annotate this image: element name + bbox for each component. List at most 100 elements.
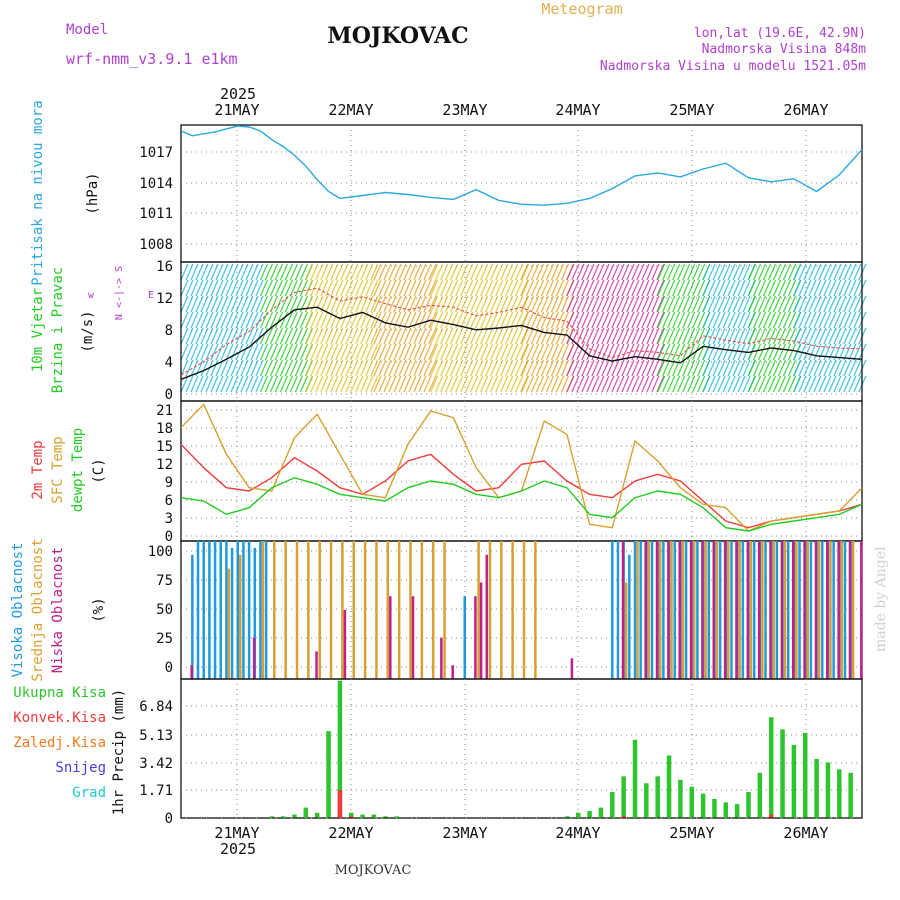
wind-barb xyxy=(393,263,402,281)
wind-barb xyxy=(315,375,324,393)
wind-barb xyxy=(737,375,746,393)
wind-barb xyxy=(722,375,731,393)
wind-barb xyxy=(742,359,751,377)
wind-barb xyxy=(279,327,288,345)
bar xyxy=(383,816,388,818)
elevation-line: Nadmorska Visina 848m xyxy=(702,42,867,57)
wind-barb xyxy=(611,279,620,297)
wind-barb xyxy=(646,279,655,297)
wind-barb xyxy=(606,359,615,377)
wind-barb xyxy=(284,311,293,329)
wind-barb xyxy=(767,375,777,393)
wind-barb xyxy=(646,263,655,281)
bar xyxy=(440,637,443,679)
wind-barb xyxy=(656,295,665,313)
wind-barb xyxy=(717,375,726,393)
wind-barb xyxy=(520,263,530,281)
wind-barb xyxy=(345,359,354,377)
wind-barb xyxy=(787,263,797,281)
wind-barb xyxy=(762,279,772,297)
wind-barb xyxy=(576,295,585,313)
wind-barb xyxy=(350,359,359,377)
wind-barb xyxy=(365,295,374,313)
bar xyxy=(239,554,242,679)
chart-kind-label: Meteogram xyxy=(541,0,622,18)
wind-barb xyxy=(722,327,731,345)
wind-barb xyxy=(828,279,837,297)
wind-barb xyxy=(465,343,474,361)
wind-barb xyxy=(418,311,427,329)
wind-barb xyxy=(672,263,681,281)
wind-barb xyxy=(646,311,655,329)
wind-barb xyxy=(833,263,842,281)
wind-barb xyxy=(712,279,721,297)
bottom-day-label: 23MAY xyxy=(442,824,487,842)
wind-barb xyxy=(279,279,288,297)
wind-barb xyxy=(530,375,540,393)
bar xyxy=(715,541,719,679)
wind-barb xyxy=(667,327,676,345)
bar xyxy=(735,541,738,679)
wind-barb xyxy=(455,295,464,313)
wind-barb xyxy=(692,359,701,377)
wind-barb xyxy=(505,343,514,361)
top-day-label: 23MAY xyxy=(442,101,487,119)
wind-barb xyxy=(601,327,610,345)
bar xyxy=(647,541,651,679)
wind-barb xyxy=(762,359,772,377)
wind-barb xyxy=(403,327,412,345)
wind-barb xyxy=(838,311,847,329)
wind-barb xyxy=(535,327,545,345)
wind-barb xyxy=(581,279,590,297)
wind-barb xyxy=(560,359,570,377)
y-tick-label: 0 xyxy=(165,660,173,676)
wind-barb xyxy=(823,263,832,281)
wind-barb xyxy=(505,359,514,377)
bar xyxy=(610,791,615,818)
bar xyxy=(693,541,696,679)
wind-barb xyxy=(205,311,214,329)
wind-barb xyxy=(515,327,524,345)
wind-barb xyxy=(641,327,650,345)
wind-barb xyxy=(636,263,645,281)
bar xyxy=(730,541,733,679)
wind-barb xyxy=(195,295,204,313)
wind-barb xyxy=(657,279,666,297)
wind-barb xyxy=(808,279,817,297)
bar xyxy=(821,541,824,679)
wind-barb xyxy=(767,295,777,313)
wind-barb xyxy=(365,327,374,345)
wind-barb xyxy=(475,279,484,297)
y-tick-label: 25 xyxy=(156,631,173,647)
bar xyxy=(252,637,256,679)
wind-barb xyxy=(250,327,259,345)
wind-barb xyxy=(190,279,199,297)
wind-barb xyxy=(284,359,293,377)
bar xyxy=(349,816,354,818)
wind-barb xyxy=(757,359,767,377)
wind-barb xyxy=(445,327,454,345)
wind-barb xyxy=(626,359,635,377)
bar xyxy=(375,541,378,679)
wind-barb xyxy=(418,263,427,281)
wind-barb xyxy=(677,327,686,345)
wind-barb xyxy=(408,279,417,297)
wind-barb xyxy=(460,343,469,361)
wind-barb xyxy=(697,279,706,297)
page-title: MOJKOVAC xyxy=(327,23,468,49)
wind-barb xyxy=(525,263,535,281)
bar xyxy=(587,811,592,818)
wind-barb xyxy=(355,295,364,313)
wind-barb xyxy=(284,343,293,361)
wind-barb xyxy=(545,263,555,281)
wind-barb xyxy=(727,263,736,281)
bar xyxy=(840,541,844,679)
wind-barb xyxy=(500,327,509,345)
wind-barb xyxy=(200,327,209,345)
wind-barb xyxy=(641,375,650,393)
wind-barb xyxy=(450,375,459,393)
wind-barb xyxy=(555,295,565,313)
wind-barb xyxy=(340,311,349,329)
wind-barb xyxy=(185,311,194,329)
wind-barb xyxy=(455,263,464,281)
